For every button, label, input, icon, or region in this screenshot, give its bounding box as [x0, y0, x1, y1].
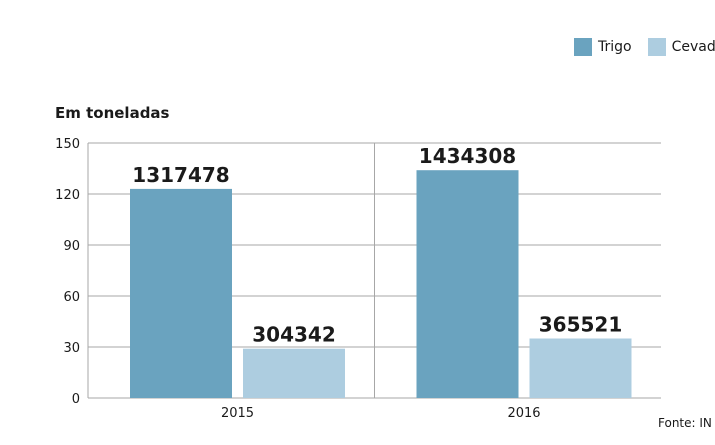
bar-cevad-2016 — [529, 338, 632, 398]
legend-label-cevad: Cevad — [671, 39, 715, 55]
legend-label-trigo: Trigo — [598, 39, 632, 55]
x-tick-label-2015: 2015 — [221, 406, 254, 421]
y-tick-label-120: 120 — [55, 188, 80, 203]
y-axis-label: Em toneladas — [55, 104, 170, 122]
y-tick-label-60: 60 — [63, 290, 80, 305]
bar-cevad-2015 — [243, 348, 345, 398]
legend: Trigo Cevad — [574, 38, 715, 56]
y-tick-label-90: 90 — [63, 239, 80, 254]
bars: 1317478 304342 1434308 365521 — [130, 144, 632, 398]
x-tick-label-2016: 2016 — [507, 406, 540, 421]
legend-item-trigo: Trigo — [574, 38, 632, 56]
source-note: Fonte: IN — [658, 416, 712, 430]
legend-swatch-cevad — [647, 38, 666, 56]
y-axis-ticks: 0 30 60 90 120 150 — [55, 137, 80, 407]
y-tick-label-150: 150 — [55, 137, 80, 152]
data-label-trigo-2016: 1434308 — [419, 144, 516, 168]
y-tick-label-0: 0 — [72, 392, 80, 407]
data-label-cevad-2016: 365521 — [539, 313, 623, 337]
data-label-cevad-2015: 304342 — [252, 323, 336, 347]
y-tick-label-30: 30 — [63, 341, 80, 356]
legend-item-cevad: Cevad — [647, 38, 715, 56]
bar-trigo-2015 — [130, 188, 232, 398]
x-axis-ticks: 2015 2016 — [221, 406, 541, 421]
data-label-trigo-2015: 1317478 — [132, 163, 229, 187]
legend-swatch-trigo — [574, 38, 592, 56]
bar-trigo-2016 — [416, 170, 519, 398]
